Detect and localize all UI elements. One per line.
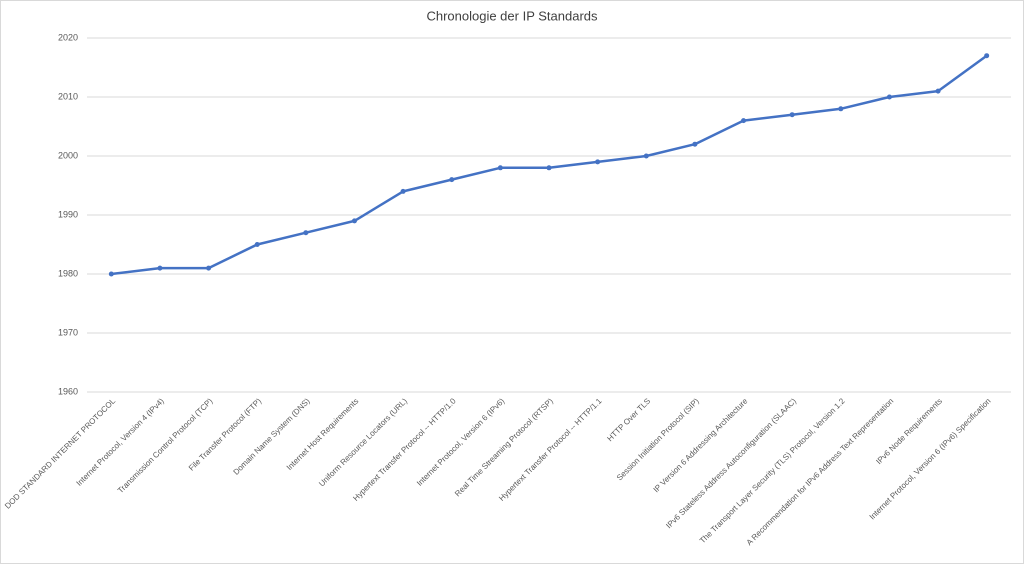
- data-point: [741, 118, 747, 124]
- y-tick-label: 2000: [58, 150, 78, 160]
- data-point: [984, 53, 990, 59]
- data-point: [886, 94, 892, 100]
- data-point: [595, 159, 601, 165]
- chart-title: Chronologie der IP Standards: [426, 8, 598, 23]
- data-point: [206, 265, 212, 271]
- data-point: [789, 112, 795, 118]
- data-point: [157, 265, 163, 271]
- data-point: [935, 88, 941, 94]
- data-point: [254, 242, 260, 247]
- y-tick-label: 1980: [58, 268, 78, 278]
- data-point: [838, 106, 844, 112]
- y-tick-label: 2010: [58, 91, 78, 101]
- data-point: [108, 271, 114, 277]
- y-tick-label: 1970: [58, 327, 78, 337]
- data-point: [303, 230, 309, 236]
- y-tick-label: 1960: [58, 386, 78, 396]
- data-point: [643, 153, 649, 159]
- data-point: [351, 218, 357, 224]
- data-point: [497, 165, 503, 171]
- data-point: [449, 177, 455, 183]
- y-tick-label: 1990: [58, 209, 78, 219]
- data-point: [400, 188, 406, 194]
- y-tick-label: 2020: [58, 32, 78, 42]
- data-point: [546, 165, 552, 171]
- data-point: [692, 141, 698, 147]
